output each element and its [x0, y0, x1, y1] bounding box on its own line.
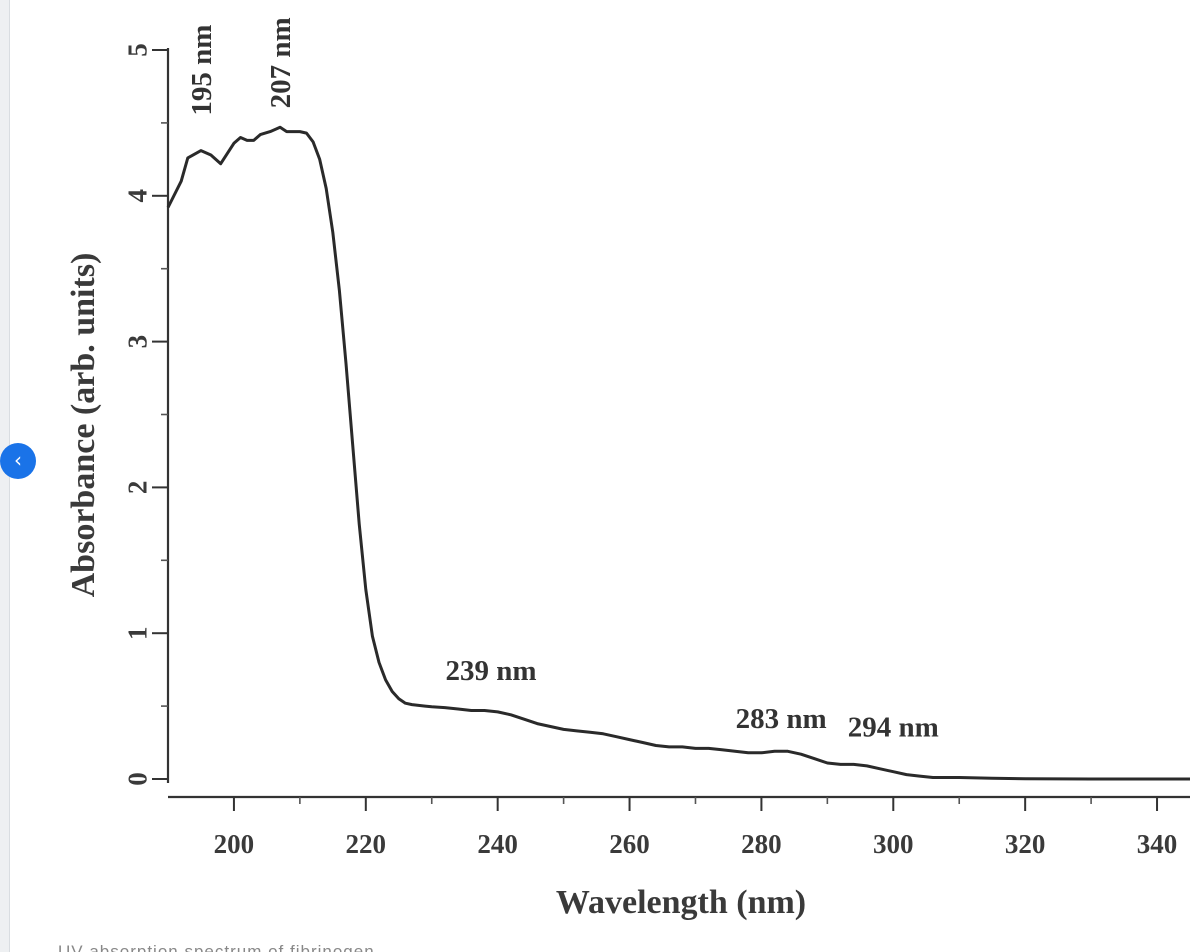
- series: [166, 125, 1190, 781]
- axes: [166, 48, 1190, 799]
- x-tick-label: 300: [873, 829, 914, 859]
- x-tick-label: 220: [346, 829, 387, 859]
- labels: 0 1 2 3 4 5 200 220 240 260 280 300 320 340 Wavelength…: [65, 17, 1177, 921]
- ticks: [152, 49, 1159, 811]
- peak-label: 207 nm: [265, 17, 297, 108]
- y-tick-label: 5: [122, 43, 152, 57]
- back-button[interactable]: ‹: [0, 443, 36, 479]
- x-tick-label: 320: [1005, 829, 1046, 859]
- x-tick-label: 260: [609, 829, 650, 859]
- y-tick-label: 2: [122, 481, 152, 495]
- y-axis-title: Absorbance (arb. units): [65, 253, 102, 598]
- y-tick-label: 3: [122, 335, 152, 349]
- y-tick-label: 4: [122, 189, 152, 203]
- x-tick-label: 340: [1137, 829, 1178, 859]
- peak-label: 195 nm: [186, 25, 218, 116]
- y-tick-label: 0: [122, 772, 152, 786]
- peak-label: 239 nm: [446, 655, 537, 687]
- x-tick-label: 200: [214, 829, 255, 859]
- peak-label: 283 nm: [736, 703, 827, 735]
- x-tick-label: 280: [741, 829, 782, 859]
- figure-caption: UV absorption spectrum of fibrinogen: [58, 942, 375, 952]
- peak-label: 294 nm: [848, 712, 939, 744]
- chevron-left-icon: ‹: [14, 448, 22, 472]
- absorbance-series-line: [166, 125, 1190, 781]
- x-axis-title: Wavelength (nm): [556, 884, 806, 921]
- y-tick-label: 1: [122, 626, 152, 640]
- x-tick-label: 240: [477, 829, 518, 859]
